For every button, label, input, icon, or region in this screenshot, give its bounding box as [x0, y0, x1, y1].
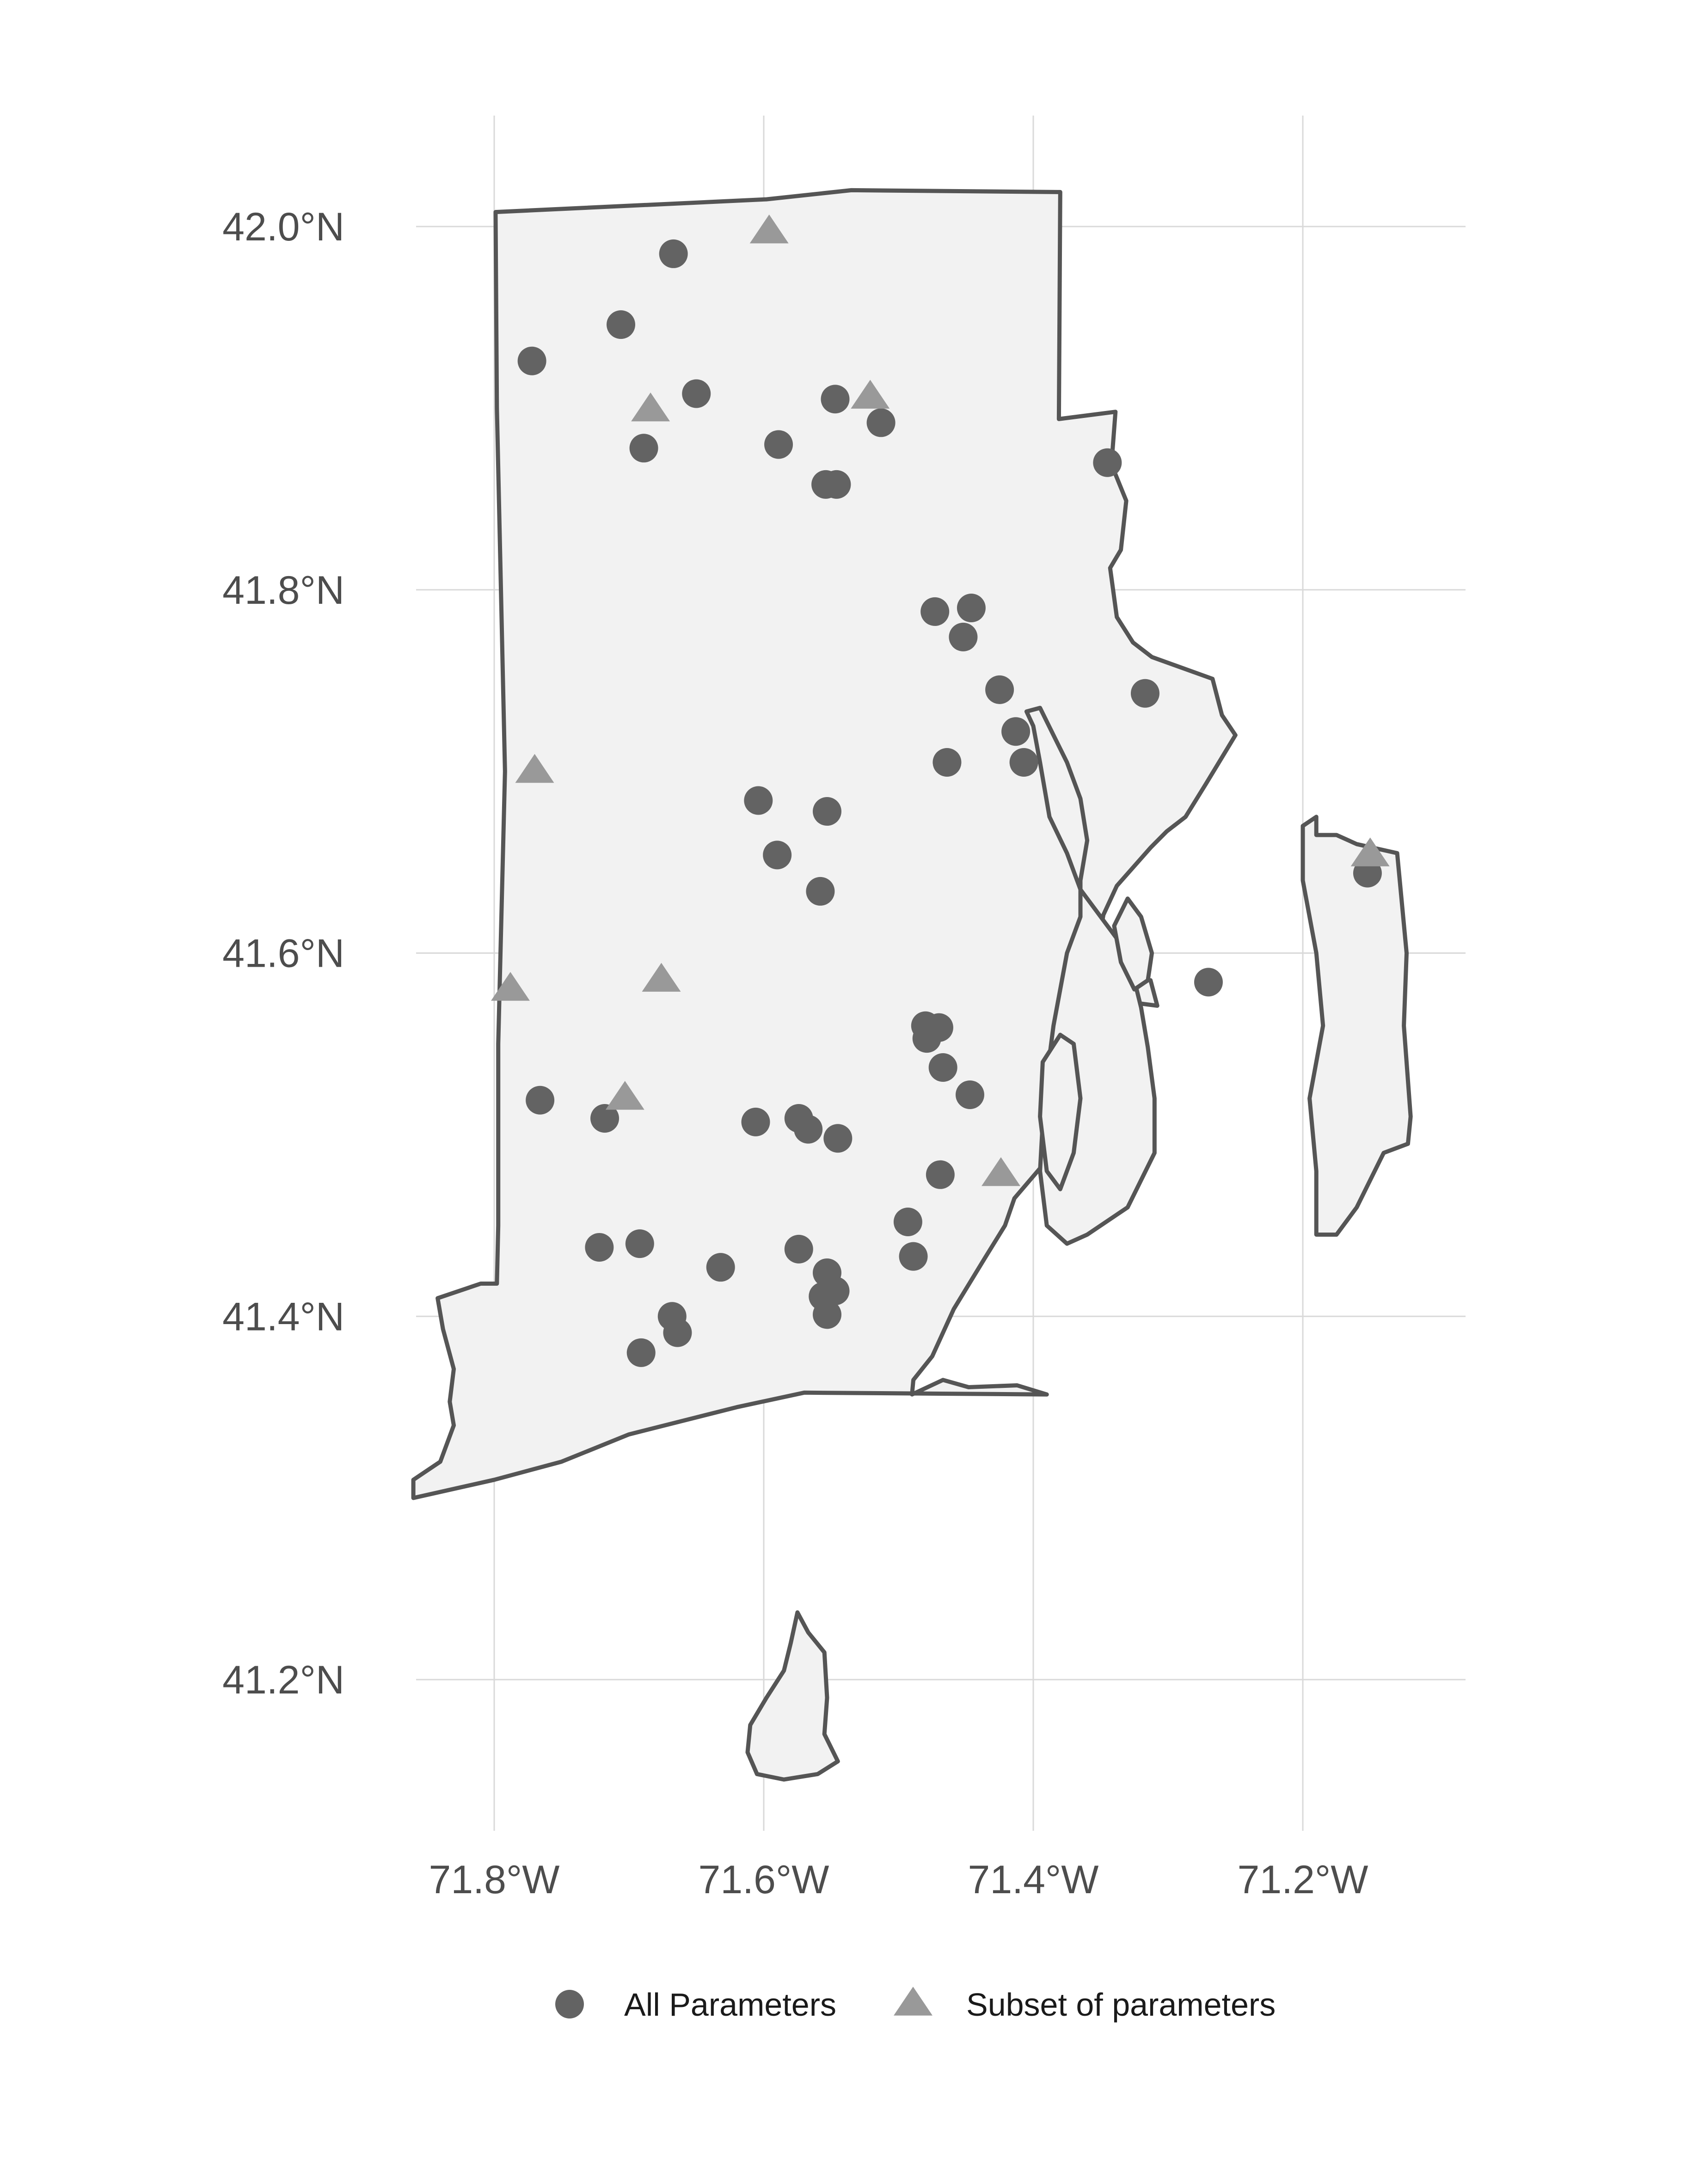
site-all-parameters-marker	[957, 594, 986, 623]
monitoring-sites	[491, 215, 1390, 1367]
region-block-island	[745, 1610, 840, 1782]
lat-tick-label: 41.6°N	[222, 932, 344, 976]
lon-tick-label: 71.2°W	[1238, 1858, 1368, 1902]
site-subset-marker	[851, 380, 890, 409]
site-all-parameters-marker	[1009, 748, 1038, 777]
site-all-parameters-marker	[985, 675, 1014, 704]
lon-tick-label: 71.4°W	[968, 1858, 1099, 1902]
site-all-parameters-marker	[764, 430, 793, 459]
site-all-parameters-marker	[821, 385, 850, 414]
site-all-parameters-marker	[899, 1242, 928, 1271]
site-all-parameters-marker	[517, 346, 546, 375]
site-all-parameters-marker	[659, 239, 688, 268]
site-all-parameters-marker	[763, 840, 792, 870]
legend-label: Subset of parameters	[966, 1987, 1276, 2023]
region-mainland	[411, 188, 1238, 1500]
site-all-parameters-marker	[893, 1207, 922, 1236]
site-subset-marker	[1350, 837, 1390, 866]
site-all-parameters-marker	[626, 1338, 656, 1367]
lat-tick-label: 41.8°N	[222, 568, 344, 613]
site-all-parameters-marker	[1130, 679, 1159, 708]
region-conanicut-island	[1038, 1032, 1083, 1191]
site-all-parameters-marker	[912, 1024, 941, 1053]
legend-circle-symbol	[555, 1990, 584, 2018]
site-all-parameters-marker	[1093, 448, 1122, 477]
site-all-parameters-marker	[794, 1115, 823, 1144]
site-all-parameters-marker	[625, 1229, 654, 1258]
site-all-parameters-marker	[682, 379, 711, 408]
lon-tick-label: 71.8°W	[429, 1858, 560, 1902]
axis-labels: 71.8°W 71.6°W 71.4°W 71.2°W 42.0°N 41.8°N 41.6…	[222, 205, 1368, 1902]
legend-triangle-symbol	[894, 1987, 932, 2016]
site-all-parameters-marker	[866, 408, 896, 437]
site-all-parameters-marker	[585, 1233, 614, 1262]
site-subset-marker	[982, 1157, 1020, 1186]
site-all-parameters-marker	[744, 786, 773, 815]
lat-tick-label: 41.4°N	[222, 1294, 344, 1339]
site-subset-marker	[642, 963, 681, 992]
lat-tick-label: 41.2°N	[222, 1658, 344, 1702]
site-all-parameters-marker	[932, 748, 962, 777]
state-outline	[411, 188, 1413, 1782]
site-all-parameters-marker	[949, 622, 978, 651]
site-subset-marker	[491, 972, 530, 1001]
legend-label: All Parameters	[624, 1987, 836, 2023]
site-subset-marker	[515, 754, 554, 783]
site-all-parameters-marker	[822, 470, 851, 499]
site-all-parameters-marker	[955, 1080, 984, 1109]
site-all-parameters-marker	[590, 1104, 620, 1133]
lon-tick-label: 71.6°W	[699, 1858, 829, 1902]
site-all-parameters-marker	[607, 310, 636, 339]
site-all-parameters-marker	[784, 1234, 813, 1264]
site-all-parameters-marker	[629, 434, 658, 463]
site-all-parameters-marker	[920, 597, 950, 626]
site-all-parameters-marker	[928, 1053, 957, 1082]
site-all-parameters-marker	[1194, 968, 1223, 997]
site-all-parameters-marker	[663, 1318, 692, 1347]
site-all-parameters-marker	[706, 1253, 735, 1282]
site-subset-marker	[631, 393, 670, 422]
site-all-parameters-marker	[926, 1160, 955, 1189]
site-all-parameters-marker	[1001, 717, 1031, 746]
site-all-parameters-marker	[741, 1107, 770, 1136]
site-all-parameters-marker	[813, 797, 842, 826]
lat-tick-label: 42.0°N	[222, 205, 344, 249]
legend: All Parameters Subset of parameters	[555, 1987, 1276, 2023]
site-subset-marker	[605, 1081, 644, 1110]
site-all-parameters-marker	[813, 1300, 842, 1329]
site-all-parameters-marker	[823, 1124, 853, 1153]
site-subset-marker	[749, 215, 789, 244]
site-all-parameters-marker	[806, 877, 835, 906]
region-sakonnet-peninsula	[1301, 815, 1413, 1237]
region-prudence-island	[1112, 896, 1154, 992]
site-all-parameters-marker	[526, 1086, 555, 1115]
